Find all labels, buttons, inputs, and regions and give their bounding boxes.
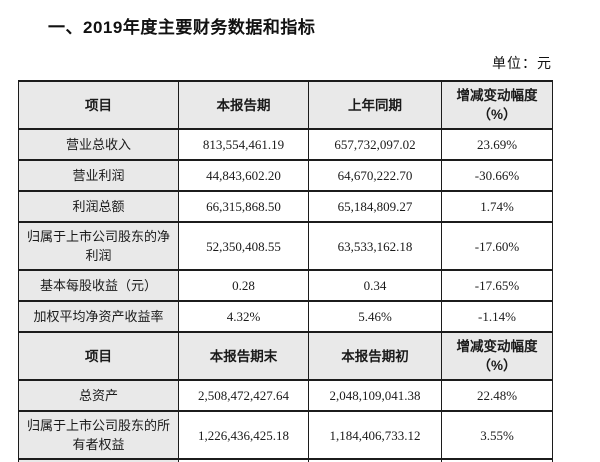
- value-cell: 1,184,406,733.12: [308, 410, 442, 460]
- value-cell: 65,184,809.27: [308, 190, 442, 223]
- table-header-row-1: 项目 本报告期 上年同期 增减变动幅度（%）: [18, 80, 553, 130]
- row-label-cell: 归属于上市公司股东的所有者权益: [18, 410, 179, 460]
- section-title: 一、2019年度主要财务数据和指标: [48, 18, 316, 37]
- header-cell: 项目: [18, 80, 179, 130]
- table-row: 营业总收入 813,554,461.19 657,732,097.02 23.69%: [18, 128, 553, 161]
- header-cell: 本报告期初: [308, 331, 442, 381]
- table-row: 基本每股收益（元） 0.28 0.34 -17.65%: [18, 269, 553, 302]
- row-label-cell: 利润总额: [18, 190, 179, 223]
- header-cell: 增减变动幅度（%）: [441, 80, 553, 130]
- value-cell: -17.65%: [441, 269, 553, 302]
- table-row: 加权平均净资产收益率 4.32% 5.46% -1.14%: [18, 300, 553, 333]
- value-cell: 4.32%: [178, 300, 309, 333]
- table-header-row-2: 项目 本报告期末 本报告期初 增减变动幅度（%）: [18, 331, 553, 381]
- value-cell: 0.28: [178, 269, 309, 302]
- value-cell: 44,843,602.20: [178, 159, 309, 192]
- value-cell: 66,315,868.50: [178, 190, 309, 223]
- value-cell: 1.78%: [441, 458, 553, 462]
- row-label-cell: 总资产: [18, 379, 179, 412]
- header-cell: 项目: [18, 331, 179, 381]
- value-cell: 2,048,109,041.38: [308, 379, 442, 412]
- value-cell: -30.66%: [441, 159, 553, 192]
- value-cell: 813,554,461.19: [178, 128, 309, 161]
- table-row: 归属于上市公司股东的净利润 52,350,408.55 63,533,162.18-…: [18, 221, 553, 271]
- row-label-cell: 加权平均净资产收益率: [18, 300, 179, 333]
- value-cell: 5.46%: [308, 300, 442, 333]
- value-cell: 63,533,162.18: [308, 221, 442, 271]
- header-cell: 本报告期: [178, 80, 309, 130]
- value-cell: 64,670,222.70: [308, 159, 442, 192]
- value-cell: 2,508,472,427.64: [178, 379, 309, 412]
- value-cell: 657,732,097.02: [308, 128, 442, 161]
- value-cell: 52,350,408.55: [178, 221, 309, 271]
- value-cell: 1.74%: [441, 190, 553, 223]
- unit-label: 单位：元: [492, 57, 552, 72]
- row-label-cell: 营业利润: [18, 159, 179, 192]
- table-row: 利润总额 66,315,868.50 65,184,809.27 1.74%: [18, 190, 553, 223]
- table-row: 总资产 2,508,472,427.64 2,048,109,041.38 22.48…: [18, 379, 553, 412]
- financial-table: 项目 本报告期 上年同期 增减变动幅度（%） 营业总收入 813,554,461.19 65…: [18, 80, 553, 462]
- row-label-cell: 营业总收入: [18, 128, 179, 161]
- value-cell: 3.55%: [441, 410, 553, 460]
- value-cell: 0.34: [308, 269, 442, 302]
- header-cell: 增减变动幅度（%）: [441, 331, 553, 381]
- value-cell: 22.48%: [441, 379, 553, 412]
- header-cell: 本报告期末: [178, 331, 309, 381]
- row-label-cell: 基本每股收益（元）: [18, 269, 179, 302]
- table-row: 营业利润 44,843,602.20 64,670,222.70 -30.66%: [18, 159, 553, 192]
- table-row: 归属于上市公司股东的所有者权益 1,226,436,425.18 1,184,406…: [18, 410, 553, 460]
- row-label-cell: 归属于上市公司股东的净利润: [18, 221, 179, 271]
- value-cell: -17.60%: [441, 221, 553, 271]
- value-cell: 23.69%: [441, 128, 553, 161]
- financial-table-body: 项目 本报告期 上年同期 增减变动幅度（%） 营业总收入 813,554,461.19 65…: [18, 80, 553, 462]
- value-cell: 1,226,436,425.18: [178, 410, 309, 460]
- value-cell: -1.14%: [441, 300, 553, 333]
- table-row: 股本190,680,600.00187,340,000.001.78%: [18, 458, 553, 462]
- header-cell: 上年同期: [308, 80, 442, 130]
